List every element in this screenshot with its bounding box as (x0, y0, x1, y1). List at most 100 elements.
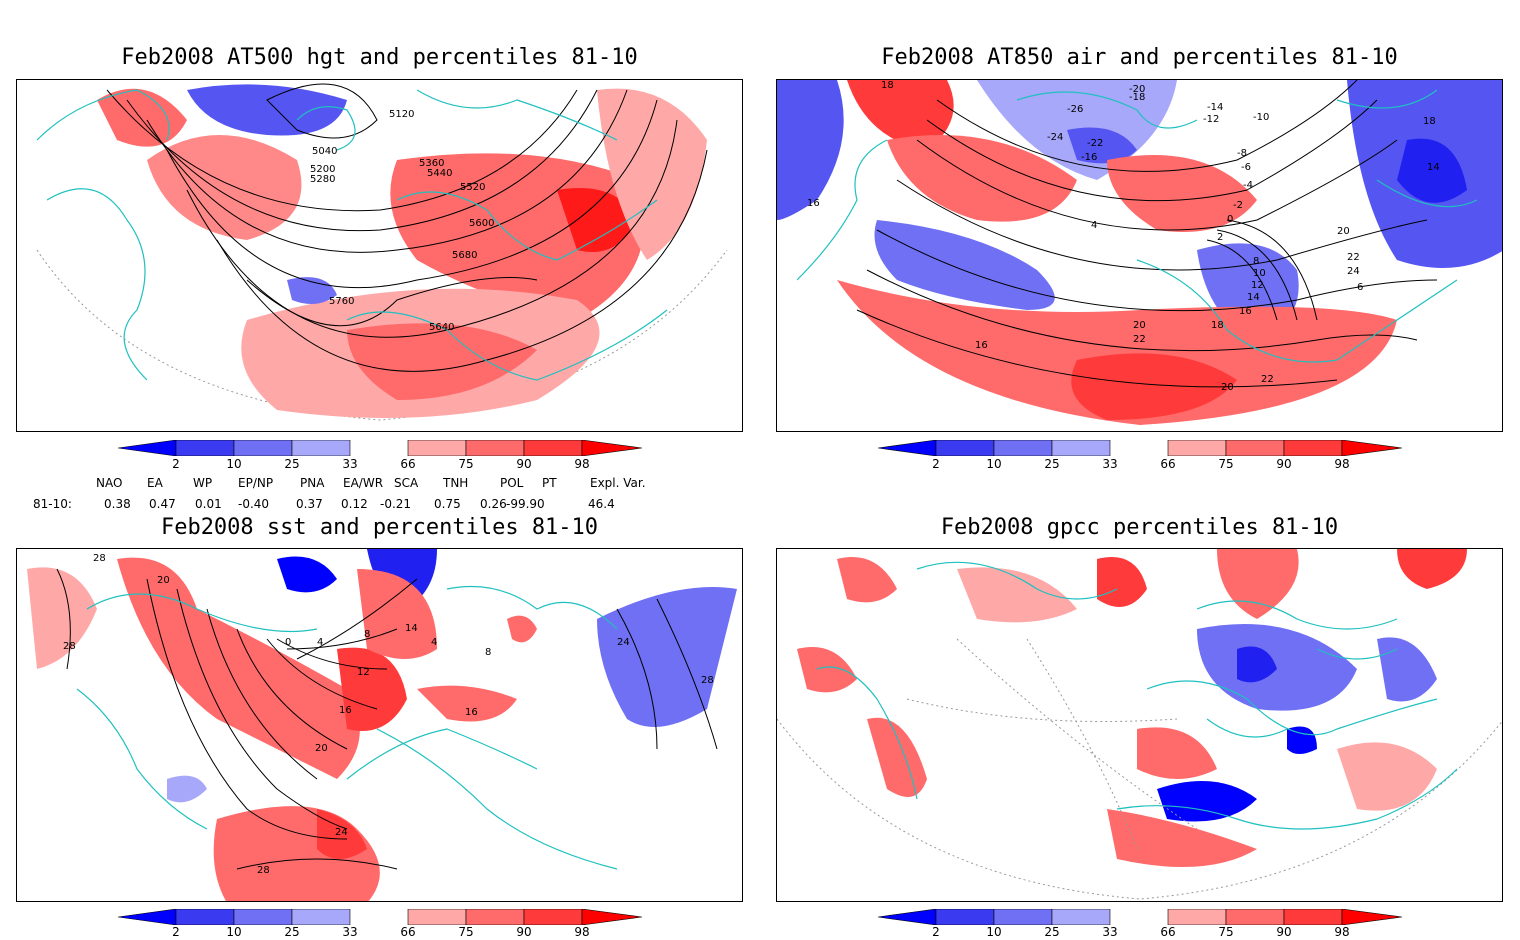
index-value: 0.12 (341, 497, 368, 511)
colorbar-label: 75 (1218, 457, 1234, 471)
contour-label: 5120 (389, 109, 414, 120)
index-header: NAO (96, 476, 123, 490)
index-value: 0.26 (480, 497, 507, 511)
contour-label: -10 (1253, 112, 1269, 123)
colorbar-label: 75 (458, 925, 474, 939)
colorbar-label: 33 (342, 925, 358, 939)
contour-label: 5760 (329, 296, 354, 307)
colorbar-1 (118, 440, 642, 456)
contour-label: -12 (1203, 114, 1219, 125)
contour-label: 0 (285, 637, 291, 648)
contour-label: 20 (315, 743, 328, 754)
map-panel-2: 18 -20 -18 -26 -24 -22 -16 -14 -12 -10 -… (776, 79, 1503, 432)
colorbar-2 (878, 440, 1402, 456)
colorbar-label: 10 (226, 925, 242, 939)
index-header: Expl. Var. (590, 476, 646, 490)
colorbar-label: 90 (516, 925, 532, 939)
contour-label: 4 (1091, 220, 1097, 231)
contour-label: 5520 (460, 182, 485, 193)
colorbar-label: 98 (1334, 457, 1350, 471)
index-value: 0.38 (104, 497, 131, 511)
index-value: -0.40 (238, 497, 270, 511)
contour-label: -16 (1081, 152, 1097, 163)
contour-label: -4 (1243, 180, 1253, 191)
contour-label: 4 (431, 637, 437, 648)
colorbar-label: 2 (172, 457, 180, 471)
contour-label: 24 (1347, 266, 1360, 277)
panel-4-title: Feb2008 gpcc percentiles 81-10 (940, 515, 1339, 540)
map-sst: 28 20 28 0 4 8 12 16 20 24 28 14 4 8 16 … (27, 549, 737, 901)
colorbar-label: 98 (1334, 925, 1350, 939)
contour-label: 4 (317, 637, 323, 648)
contour-label: 20 (1221, 382, 1234, 393)
colorbar-label: 66 (400, 457, 416, 471)
index-value: 0.75 (434, 497, 461, 511)
colorbar-label: 10 (986, 925, 1002, 939)
contour-label: 20 (157, 575, 170, 586)
contour-label: 5280 (310, 174, 335, 185)
colorbar-label: 33 (342, 457, 358, 471)
index-value: 0.01 (195, 497, 222, 511)
index-value: -0.21 (380, 497, 412, 511)
contour-label: 6 (1357, 282, 1363, 293)
contour-label: 14 (1427, 162, 1440, 173)
contour-label: 28 (257, 865, 270, 876)
map-500hgt: 5120 5040 5200 5280 5360 5440 5520 5600 … (36, 83, 728, 421)
contour-label: 5640 (429, 322, 454, 333)
contour-label: 5440 (427, 168, 452, 179)
contour-label: -18 (1129, 92, 1145, 103)
colorbar-label: 2 (932, 457, 940, 471)
colorbar-label: 98 (574, 925, 590, 939)
contour-label: -2 (1233, 200, 1243, 211)
contour-label: 18 (1423, 116, 1436, 127)
contour-label: 10 (1253, 268, 1266, 279)
index-header: TNH (443, 476, 469, 490)
index-header: WP (193, 476, 213, 490)
colorbar-label: 2 (932, 925, 940, 939)
index-header: EA/WR (343, 476, 384, 490)
colorbar-3 (118, 909, 642, 925)
contour-label: 12 (357, 667, 370, 678)
contour-label: 22 (1347, 252, 1360, 263)
colorbar-label: 75 (458, 457, 474, 471)
contour-label: -8 (1237, 148, 1247, 159)
map-panel-1: 5120 5040 5200 5280 5360 5440 5520 5600 … (16, 79, 743, 432)
colorbar-label: 90 (1276, 925, 1292, 939)
colorbar-label: 90 (516, 457, 532, 471)
map-850air: 18 -20 -18 -26 -24 -22 -16 -14 -12 -10 -… (777, 80, 1502, 430)
panel-1-title: Feb2008 AT500 hgt and percentiles 81-10 (121, 45, 638, 70)
contour-label: 8 (364, 629, 370, 640)
index-header: EP/NP (238, 476, 274, 490)
colorbar-label: 66 (400, 925, 416, 939)
contour-label: 28 (93, 553, 106, 564)
contour-label: 5360 (419, 158, 444, 169)
colorbar-label: 10 (226, 457, 242, 471)
contour-label: -22 (1087, 138, 1103, 149)
contour-label: 18 (881, 80, 894, 91)
colorbar-label: 66 (1160, 457, 1176, 471)
contour-label: 14 (405, 623, 418, 634)
contour-label: 5680 (452, 250, 477, 261)
index-value: 46.4 (588, 497, 615, 511)
map-panel-4 (776, 548, 1503, 902)
colorbar-label: 25 (284, 457, 300, 471)
index-value: 0.47 (149, 497, 176, 511)
contour-label: -20 (1129, 84, 1145, 95)
contour-label: 28 (701, 675, 714, 686)
colorbar-label: 75 (1218, 925, 1234, 939)
colorbar-label: 66 (1160, 925, 1176, 939)
contour-label: 12 (1251, 280, 1264, 291)
colorbar-4 (878, 909, 1402, 925)
contour-label: 0 (1227, 214, 1233, 225)
colorbar-label: 90 (1276, 457, 1292, 471)
contour-label: -14 (1207, 102, 1223, 113)
contour-label: 8 (485, 647, 491, 658)
contour-label: 20 (1133, 320, 1146, 331)
index-value: -99.90 (506, 497, 545, 511)
colorbar-label: 25 (1044, 925, 1060, 939)
contour-label: 16 (975, 340, 988, 351)
contour-label: 5040 (312, 146, 337, 157)
index-header: EA (147, 476, 163, 490)
index-header: PT (542, 476, 557, 490)
colorbar-label: 33 (1102, 457, 1118, 471)
